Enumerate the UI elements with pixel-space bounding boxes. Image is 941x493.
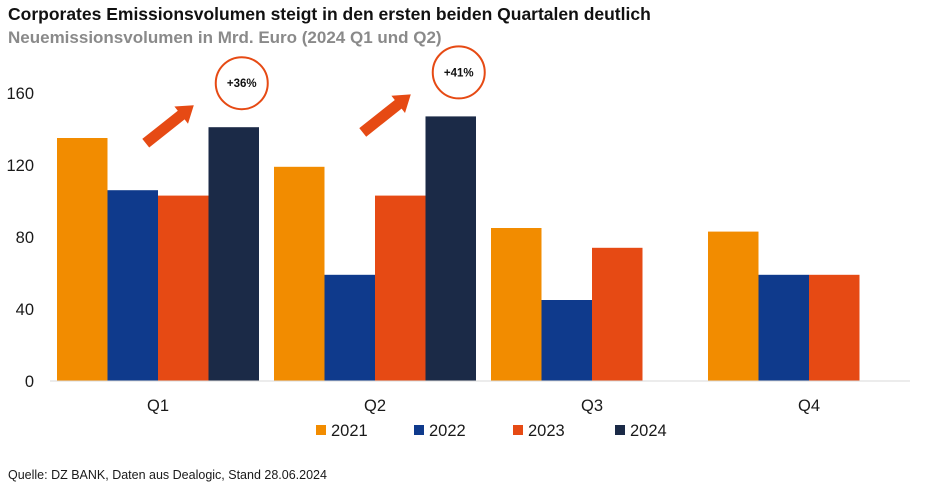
bar-2024-Q1 [208,127,259,381]
y-tick-label: 160 [6,85,34,103]
callout-circle [214,56,269,111]
bar-2023-Q3 [592,247,643,381]
legend-label-2023: 2023 [528,422,565,440]
x-tick-label: Q4 [798,397,820,415]
y-tick-label: 120 [6,157,34,175]
bars [57,116,860,382]
y-axis: 0 40 80 120 160 [6,85,34,391]
bar-2021-Q1 [57,138,108,381]
bar-2023-Q1 [158,195,209,381]
bar-2023-Q4 [809,274,860,381]
legend-swatch-2022 [414,425,424,435]
annotation-label: +36% [227,78,257,90]
y-tick-label: 80 [16,229,34,247]
bar-2022-Q1 [107,190,158,381]
bar-2023-Q2 [375,195,426,381]
legend-swatch-2021 [316,425,326,435]
chart-title: Corporates Emissionsvolumen steigt in de… [8,4,651,24]
annotation-label: +41% [444,67,474,79]
bar-2022-Q2 [324,274,375,381]
legend: 2021 2022 2023 2024 [316,422,667,440]
x-tick-label: Q1 [147,397,169,415]
x-tick-label: Q3 [581,397,603,415]
legend-label-2022: 2022 [429,422,466,440]
annotation-Q2: +41% [359,45,486,137]
bar-2021-Q3 [491,228,542,381]
y-tick-label: 40 [16,301,34,319]
bar-2021-Q4 [708,231,759,381]
legend-label-2021: 2021 [331,422,368,440]
legend-swatch-2023 [513,425,523,435]
annotation-Q1: +36% [142,56,269,148]
callout-circle [431,45,486,100]
annotations: +36% +41% [142,45,486,148]
x-tick-label: Q2 [364,397,386,415]
bar-2022-Q3 [541,300,592,381]
source-note: Quelle: DZ BANK, Daten aus Dealogic, Sta… [8,468,327,482]
arrow-icon [142,105,194,148]
bar-2024-Q2 [425,116,476,382]
bar-2022-Q4 [758,274,809,381]
bar-2021-Q2 [274,166,325,381]
y-tick-label: 0 [25,373,34,391]
legend-swatch-2024 [615,425,625,435]
legend-label-2024: 2024 [630,422,667,440]
chart-subtitle: Neuemissionsvolumen in Mrd. Euro (2024 Q… [8,28,442,47]
x-axis: Q1 Q2 Q3 Q4 [147,397,820,415]
arrow-icon [359,94,411,137]
